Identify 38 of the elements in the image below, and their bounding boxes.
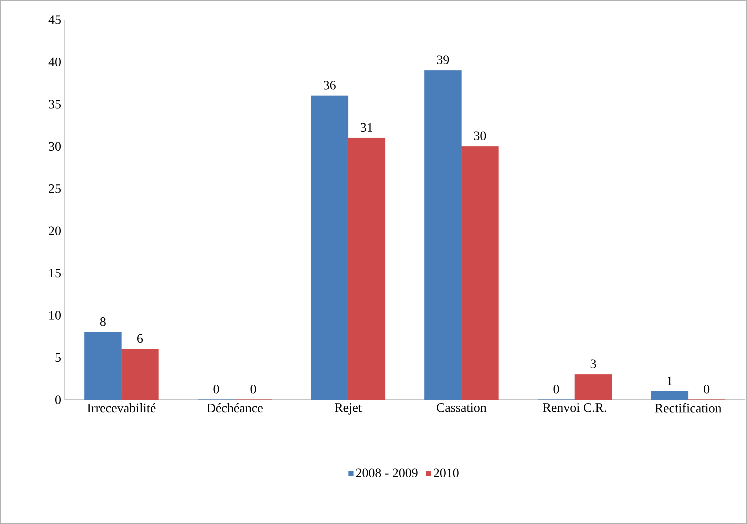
legend-label: 2010 — [434, 468, 459, 478]
data-label: 31 — [360, 123, 373, 132]
x-tick-label: Déchéance — [206, 404, 263, 413]
x-tick-label: Irrecevabilité — [88, 404, 156, 413]
bar — [462, 146, 499, 400]
legend-label: 2008 - 2009 — [356, 468, 418, 478]
bar — [84, 332, 122, 400]
bar — [424, 70, 462, 400]
y-tick-label: 20 — [49, 226, 61, 236]
y-tick-label: 35 — [49, 100, 61, 109]
data-label: 6 — [138, 334, 144, 344]
y-tick-label: 45 — [48, 16, 61, 24]
x-tick-label: Cassation — [437, 404, 487, 412]
data-label: 30 — [474, 132, 486, 140]
bar — [348, 138, 386, 400]
y-tick-label: 15 — [50, 268, 61, 278]
data-label: 0 — [554, 385, 560, 394]
data-label: 0 — [250, 385, 256, 394]
y-tick-label: 5 — [56, 353, 61, 362]
x-tick-label: Renvoi C.R. — [543, 404, 606, 412]
bar — [574, 374, 612, 400]
bar — [311, 96, 348, 400]
y-tick-label: 10 — [50, 311, 61, 320]
x-tick-label: Rectification — [655, 404, 722, 413]
data-label: 1 — [668, 376, 672, 386]
y-tick-label: 25 — [49, 184, 61, 194]
data-label: 8 — [100, 317, 106, 326]
y-tick-label: 0 — [56, 396, 61, 404]
data-label: 3 — [590, 360, 596, 368]
data-label: 36 — [324, 81, 336, 90]
data-label: 39 — [437, 56, 450, 64]
y-tick-label: 30 — [49, 142, 61, 152]
bar — [651, 391, 688, 400]
y-tick-label: 40 — [48, 58, 61, 67]
bar — [122, 349, 159, 400]
data-label: 0 — [214, 385, 220, 394]
x-tick-label: Rejet — [335, 404, 362, 415]
data-label: 0 — [704, 385, 710, 394]
